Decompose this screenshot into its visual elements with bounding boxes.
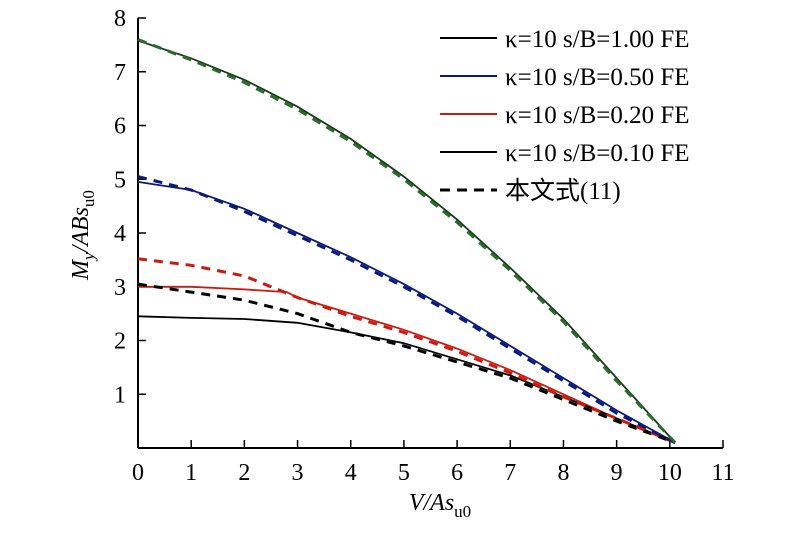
y-tick-label: 4 — [114, 221, 126, 247]
legend-label-4: 本文式(11) — [505, 177, 621, 205]
y-tick-label: 1 — [114, 382, 126, 408]
y-tick-label: 6 — [114, 114, 126, 140]
y-tick-label: 2 — [114, 329, 126, 355]
x-axis-label: V/Asu0 — [409, 490, 471, 521]
x-tick-label: 3 — [292, 460, 304, 486]
legend-label-1: κ=10 s/B=0.50 FE — [505, 64, 690, 91]
series-line-0 — [137, 39, 676, 444]
series-line-4 — [137, 282, 676, 445]
series-line-6 — [137, 175, 676, 444]
y-axis-label: My/ABsu0 — [68, 190, 98, 281]
x-tick-label: 6 — [451, 460, 463, 486]
x-tick-label: 8 — [557, 460, 569, 486]
x-tick-label: 4 — [345, 460, 357, 486]
series-line-1 — [137, 181, 676, 444]
series-line-3 — [137, 315, 676, 444]
x-tick-label: 7 — [504, 460, 516, 486]
series-line-7 — [137, 38, 677, 444]
series-line-2 — [138, 285, 676, 444]
x-tick-label: 1 — [185, 460, 197, 486]
y-tick-label: 8 — [114, 6, 126, 32]
x-tick-label: 9 — [611, 460, 623, 486]
y-tick-label: 3 — [114, 275, 126, 301]
series-line-5 — [137, 257, 676, 444]
y-tick-label: 5 — [114, 167, 126, 193]
y-tick-label: 7 — [114, 60, 126, 86]
legend-label-2: κ=10 s/B=0.20 FE — [505, 102, 690, 129]
x-tick-label: 5 — [398, 460, 410, 486]
x-tick-label: 2 — [238, 460, 250, 486]
legend-label-0: κ=10 s/B=1.00 FE — [505, 26, 690, 53]
legend-label-3: κ=10 s/B=0.10 FE — [505, 140, 690, 167]
x-tick-label: 0 — [132, 460, 144, 486]
x-tick-label: 11 — [711, 460, 734, 486]
x-tick-label: 10 — [658, 460, 682, 486]
